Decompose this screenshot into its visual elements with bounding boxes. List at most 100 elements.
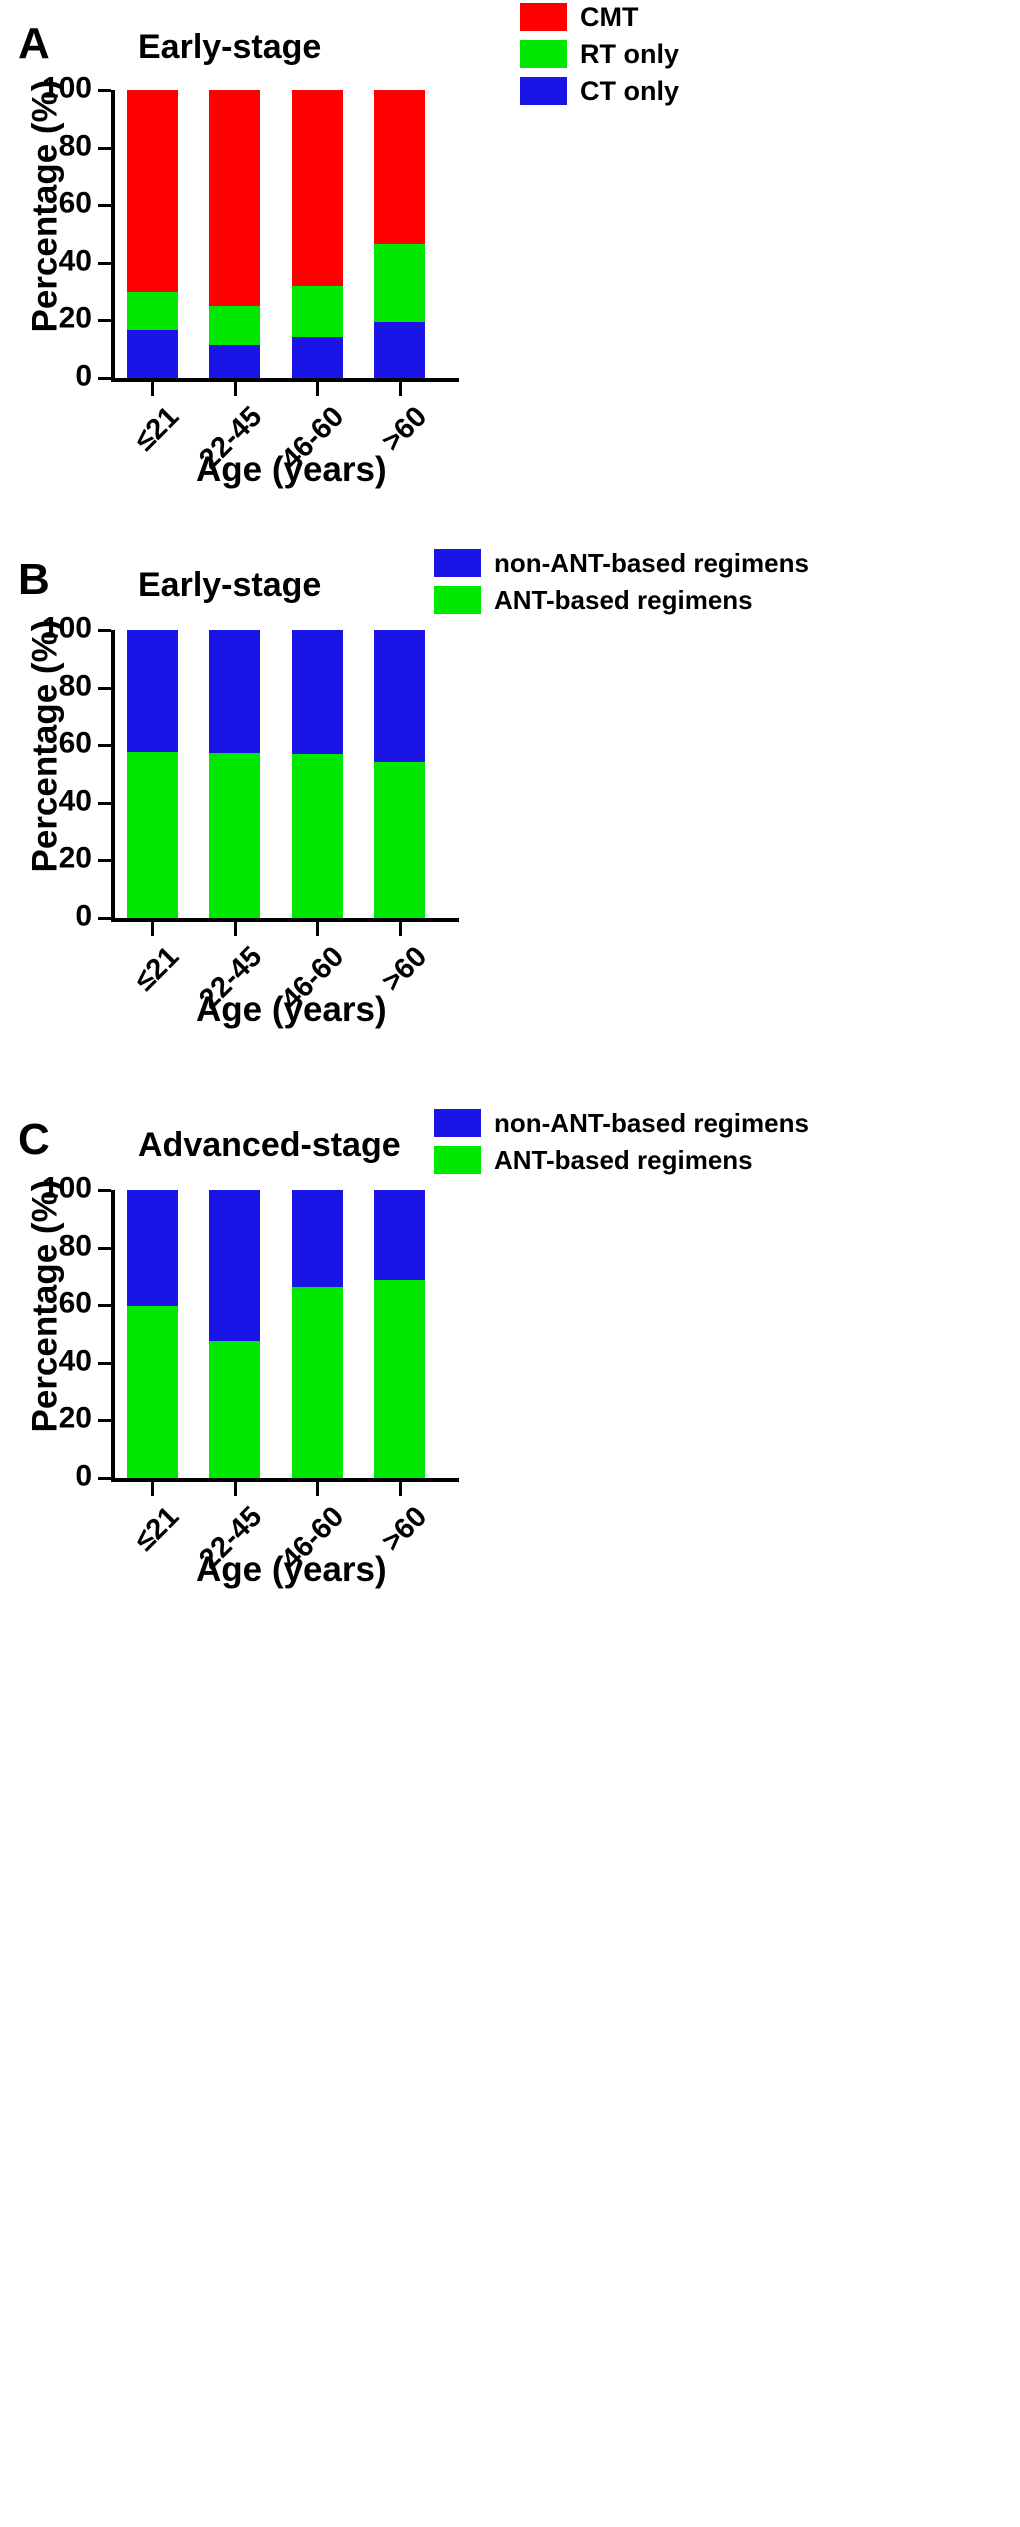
legend-swatch-rt-only xyxy=(520,40,567,68)
legend-swatch-non-ant-c xyxy=(434,1109,481,1137)
y-axis-tick-label: 20 xyxy=(58,301,92,335)
x-axis-line xyxy=(111,1478,459,1482)
stacked-bar[interactable] xyxy=(209,1190,261,1478)
bar-segment xyxy=(126,292,178,331)
bar-segment xyxy=(291,1190,343,1287)
y-axis-tick-label: 100 xyxy=(41,611,92,645)
stacked-bar[interactable] xyxy=(126,90,178,378)
bar-segment xyxy=(126,1190,178,1307)
x-axis-tick xyxy=(316,382,320,396)
y-axis-tick-label: 60 xyxy=(58,726,92,760)
x-axis-tick xyxy=(398,382,402,396)
y-axis-tick: 20 xyxy=(59,843,111,873)
stacked-bar[interactable] xyxy=(291,630,343,918)
bar-segment xyxy=(291,286,343,338)
legend-item-non-ant-c: non-ANT-based regimens xyxy=(434,1108,809,1138)
y-axis-tick: 100 xyxy=(42,613,111,643)
y-axis-tick: 60 xyxy=(59,188,111,218)
stacked-bar[interactable] xyxy=(209,90,261,378)
y-axis-tick: 80 xyxy=(59,1230,111,1260)
stacked-bar[interactable] xyxy=(374,90,426,378)
panel-title-c: Advanced-stage xyxy=(138,1126,401,1164)
x-axis-tick xyxy=(398,922,402,936)
y-axis-tick-label: 60 xyxy=(58,1286,92,1320)
bar-segment xyxy=(126,752,178,918)
bar-segment xyxy=(126,90,178,293)
x-axis-tick-label: ≤21 xyxy=(128,940,186,998)
y-axis-line xyxy=(111,90,115,382)
bar-segment xyxy=(126,630,178,753)
legend-a: CMT RT only CT only xyxy=(520,2,679,106)
y-axis-line xyxy=(111,1190,115,1482)
legend-c: non-ANT-based regimens ANT-based regimen… xyxy=(434,1108,809,1175)
x-axis-tick xyxy=(151,1482,155,1496)
y-axis-tick: 80 xyxy=(59,670,111,700)
stacked-bar[interactable] xyxy=(374,1190,426,1478)
y-axis-tick: 100 xyxy=(42,73,111,103)
y-axis-title-b: Percentage (%) xyxy=(25,619,65,873)
bar-segment xyxy=(126,1306,178,1478)
x-axis-line xyxy=(111,918,459,922)
bar-segment xyxy=(291,630,343,754)
y-axis-tick-label: 60 xyxy=(58,186,92,220)
bar-segment xyxy=(374,761,426,918)
bar-segment xyxy=(126,330,178,378)
legend-label-ant-c: ANT-based regimens xyxy=(494,1145,753,1175)
x-axis-tick xyxy=(233,1482,237,1496)
x-axis-tick xyxy=(151,922,155,936)
legend-swatch-ant-b xyxy=(434,586,481,614)
panel-a: A Early-stage CMT RT only CT only 0 20 40 6… xyxy=(0,0,1020,540)
y-axis-tick: 20 xyxy=(59,1403,111,1433)
y-axis-tick: 60 xyxy=(59,1288,111,1318)
stacked-bar[interactable] xyxy=(291,1190,343,1478)
x-axis-title-b: Age (years) xyxy=(196,990,387,1029)
bar-segment xyxy=(209,752,261,918)
stacked-bar[interactable] xyxy=(374,630,426,918)
bar-segment xyxy=(291,1286,343,1478)
legend-swatch-ct-only xyxy=(520,77,567,105)
x-axis-tick xyxy=(233,382,237,396)
y-axis-tick-label: 40 xyxy=(58,1344,92,1378)
y-axis-tick-label: 0 xyxy=(75,899,92,933)
legend-item-ant-c: ANT-based regimens xyxy=(434,1145,809,1175)
legend-b: non-ANT-based regimens ANT-based regimen… xyxy=(434,548,809,615)
stacked-bar[interactable] xyxy=(126,1190,178,1478)
y-axis-tick: 100 xyxy=(42,1173,111,1203)
y-axis-tick: 40 xyxy=(59,786,111,816)
plot-area-a: 0 20 40 60 80 100 ≤21 22-45 46-60 >60 xyxy=(42,73,459,476)
bar-segment xyxy=(374,90,426,245)
legend-label-ant-b: ANT-based regimens xyxy=(494,585,753,615)
y-axis-tick-label: 100 xyxy=(41,1171,92,1205)
x-axis-title-c: Age (years) xyxy=(196,1550,387,1589)
legend-label-non-ant-c: non-ANT-based regimens xyxy=(494,1108,809,1138)
y-axis-tick-label: 40 xyxy=(58,784,92,818)
y-axis-tick: 60 xyxy=(59,728,111,758)
y-axis-tick-label: 80 xyxy=(58,1228,92,1262)
legend-label-rt-only: RT only xyxy=(580,38,679,69)
stacked-bar[interactable] xyxy=(209,630,261,918)
bar-segment xyxy=(291,337,343,378)
stacked-bar[interactable] xyxy=(126,630,178,918)
bar-segment xyxy=(209,1340,261,1478)
y-axis-title-a: Percentage (%) xyxy=(25,79,65,333)
bar-segment xyxy=(209,305,261,345)
x-axis-tick xyxy=(398,1482,402,1496)
legend-item-rt-only: RT only xyxy=(520,39,679,69)
bar-segment xyxy=(209,1190,261,1341)
legend-label-non-ant-b: non-ANT-based regimens xyxy=(494,548,809,578)
plot-area-c: 0 20 40 60 80 100 ≤21 22-45 46-60 >60 xyxy=(42,1173,459,1576)
panel-letter-a: A xyxy=(18,19,50,68)
y-axis-tick-label: 20 xyxy=(58,841,92,875)
y-axis-tick-label: 40 xyxy=(58,244,92,278)
bar-segment xyxy=(209,344,261,378)
bar-segment xyxy=(291,90,343,287)
panel-b: B Early-stage non-ANT-based regimens ANT… xyxy=(0,540,1020,1100)
legend-item-cmt: CMT xyxy=(520,2,679,32)
stacked-bar[interactable] xyxy=(291,90,343,378)
legend-item-ant-b: ANT-based regimens xyxy=(434,585,809,615)
legend-label-cmt: CMT xyxy=(580,1,639,32)
x-axis-title-a: Age (years) xyxy=(196,450,387,489)
y-axis-tick-label: 100 xyxy=(41,71,92,105)
bar-segment xyxy=(374,322,426,378)
y-axis-tick-label: 80 xyxy=(58,668,92,702)
